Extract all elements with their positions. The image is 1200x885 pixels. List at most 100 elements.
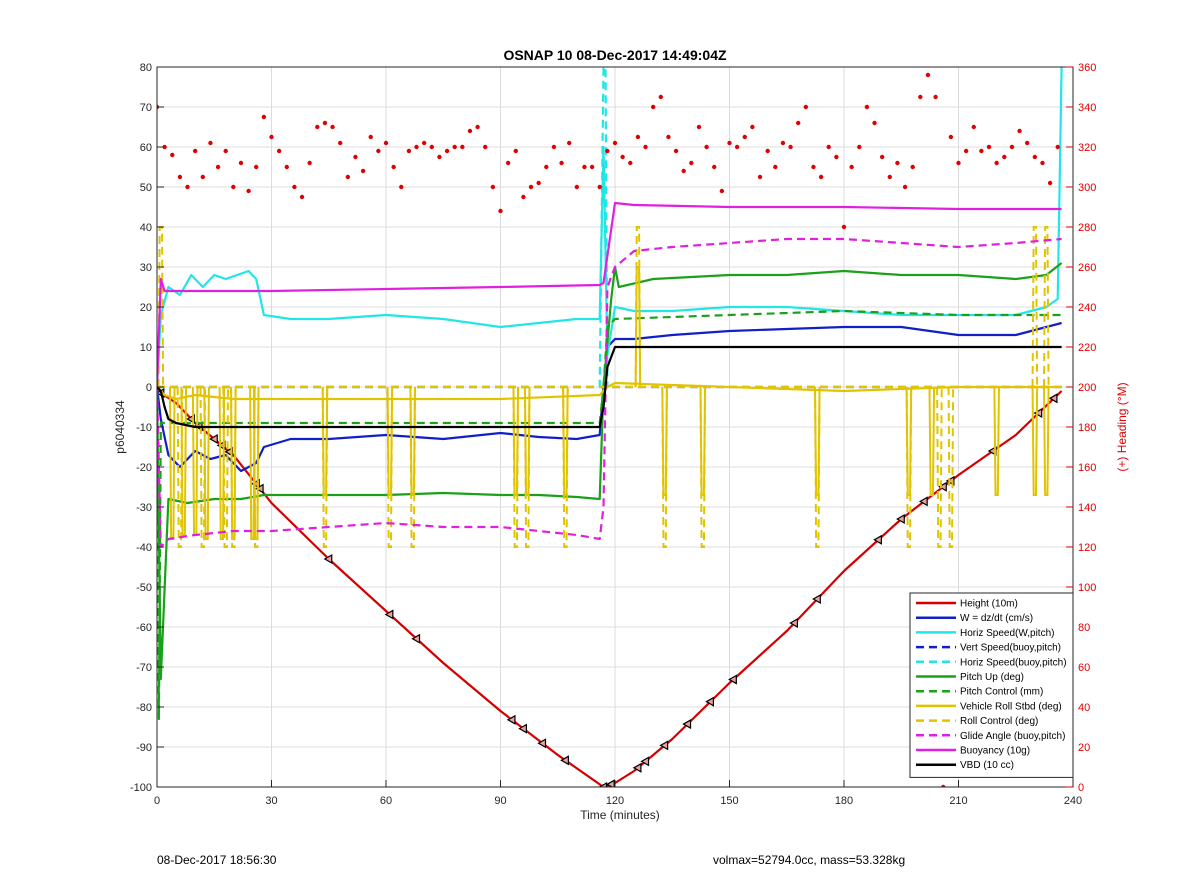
x-tick-label: 0 <box>154 795 160 807</box>
height-marker <box>598 781 608 787</box>
series-heading-point <box>513 148 518 154</box>
y-tick-label: -40 <box>136 542 152 554</box>
series-heading-point <box>261 114 267 120</box>
series-vehicle-roll-stbd-deg-line <box>157 381 1062 401</box>
legend-label-glide-angle-buoy-pitch: Glide Angle (buoy,pitch) <box>960 731 1065 742</box>
series-roll-control-deg-spike <box>661 386 668 548</box>
series-heading-point <box>650 104 656 110</box>
series-heading-point <box>521 194 526 200</box>
series-heading-point <box>292 184 297 190</box>
plot-area <box>157 67 1063 787</box>
height-marker <box>254 483 264 494</box>
series-heading-point <box>452 144 457 150</box>
series-heading-point <box>299 194 305 200</box>
series-heading-point <box>948 134 954 140</box>
series-heading-point <box>879 154 885 160</box>
series-heading-point <box>620 154 625 160</box>
series-heading-point <box>490 184 496 190</box>
chart-title: OSNAP 10 08-Dec-2017 14:49:04Z <box>503 47 727 63</box>
series-heading-point <box>849 164 854 170</box>
x-tick-label: 120 <box>606 795 624 807</box>
series-heading-point <box>231 184 236 190</box>
series-heading-point <box>612 140 618 146</box>
series-heading-point <box>963 148 969 154</box>
series-heading-point <box>330 124 335 130</box>
series-heading-point <box>544 164 549 170</box>
series-roll-control-deg-spike <box>512 386 520 548</box>
y-tick-label: 50 <box>140 182 152 194</box>
height-marker <box>560 755 569 766</box>
series-heading-point <box>918 94 923 100</box>
series-heading-point <box>421 140 427 146</box>
legend-label-horiz-speed-w-pitch: Horiz Speed(W,pitch) <box>960 628 1054 639</box>
series-heading-point <box>803 104 809 110</box>
series-heading-point <box>857 144 862 150</box>
series-glide-angle-buoy-pitch-line <box>157 237 1062 549</box>
series-vehicle-roll-stbd-deg-spike <box>1042 386 1050 496</box>
series-heading-point <box>383 140 389 146</box>
series-heading-point <box>971 124 976 130</box>
y2-tick-label: 280 <box>1078 222 1096 234</box>
series-vehicle-roll-stbd-deg-spike <box>191 386 199 536</box>
series-heading-point <box>796 120 801 126</box>
x-tick-label: 90 <box>494 795 506 807</box>
series-heading-point <box>276 148 282 154</box>
series-heading-point <box>941 784 946 787</box>
series-heading-point <box>658 94 663 100</box>
series-heading-point <box>391 164 396 170</box>
series-heading-point <box>742 134 747 140</box>
y2-tick-label: 120 <box>1078 542 1096 554</box>
series-heading-point <box>437 154 442 160</box>
height-marker <box>537 738 547 749</box>
series-heading-point <box>673 148 679 154</box>
legend: Height (10m) W = dz/dt (cm/s) Horiz Speed(… <box>909 592 1074 778</box>
y-tick-label: -30 <box>136 502 152 514</box>
series-vehicle-roll-stbd-deg-spike <box>928 386 936 496</box>
height-marker <box>873 534 882 545</box>
series-vehicle-roll-stbd-deg-spike <box>993 386 1000 496</box>
series-heading-point <box>696 124 702 130</box>
series-roll-control-deg-spike <box>230 386 237 548</box>
series-heading-point <box>238 160 244 166</box>
series-heading-point <box>467 128 473 134</box>
y-tick-label: -10 <box>136 422 152 434</box>
series-heading-point <box>376 148 381 154</box>
series-heading-point <box>681 168 686 174</box>
y2-tick-label: 180 <box>1078 422 1096 434</box>
legend-label-horiz-speed-buoy-pitch: Horiz Speed(buoy,pitch) <box>960 657 1067 668</box>
series-heading-point <box>307 160 312 166</box>
height-marker <box>682 719 692 730</box>
y2-tick-label: 200 <box>1078 382 1096 394</box>
series-heading-point <box>536 180 541 186</box>
height-marker <box>728 674 737 685</box>
y2-axis-label: (+) Heading (°M) <box>1115 382 1129 471</box>
height-marker <box>411 633 421 644</box>
series-roll-control-deg-spike <box>562 386 569 548</box>
height-marker <box>209 433 218 445</box>
series-heading-point <box>780 140 786 146</box>
y-tick-label: 40 <box>140 222 152 234</box>
series-heading-point <box>773 164 778 170</box>
series-heading-point <box>910 164 915 170</box>
series-heading-point <box>727 140 732 146</box>
y2-tick-label: 100 <box>1078 582 1096 594</box>
series-heading-point <box>1047 180 1053 186</box>
series-heading-point <box>925 72 931 78</box>
series-heading-point <box>986 144 992 150</box>
y2-tick-label: 20 <box>1078 742 1090 754</box>
series-roll-control-deg-spike <box>813 386 821 548</box>
series-heading-point <box>574 184 580 190</box>
series-heading-point <box>902 184 908 190</box>
series-buoyancy-10g-line <box>157 201 1062 388</box>
y-tick-label: 20 <box>140 302 152 314</box>
height-marker <box>506 714 516 725</box>
series-roll-control-deg-spike <box>321 386 329 548</box>
series-roll-control-deg-spike <box>176 386 184 548</box>
legend-label-buoyancy-10g: Buoyancy (10g) <box>960 746 1030 757</box>
series-heading-point <box>734 144 740 150</box>
series-roll-control-deg-spike <box>386 386 394 548</box>
series-heading-point <box>826 144 831 150</box>
y2-tick-label: 260 <box>1078 262 1096 274</box>
series-heading-point <box>750 124 755 130</box>
